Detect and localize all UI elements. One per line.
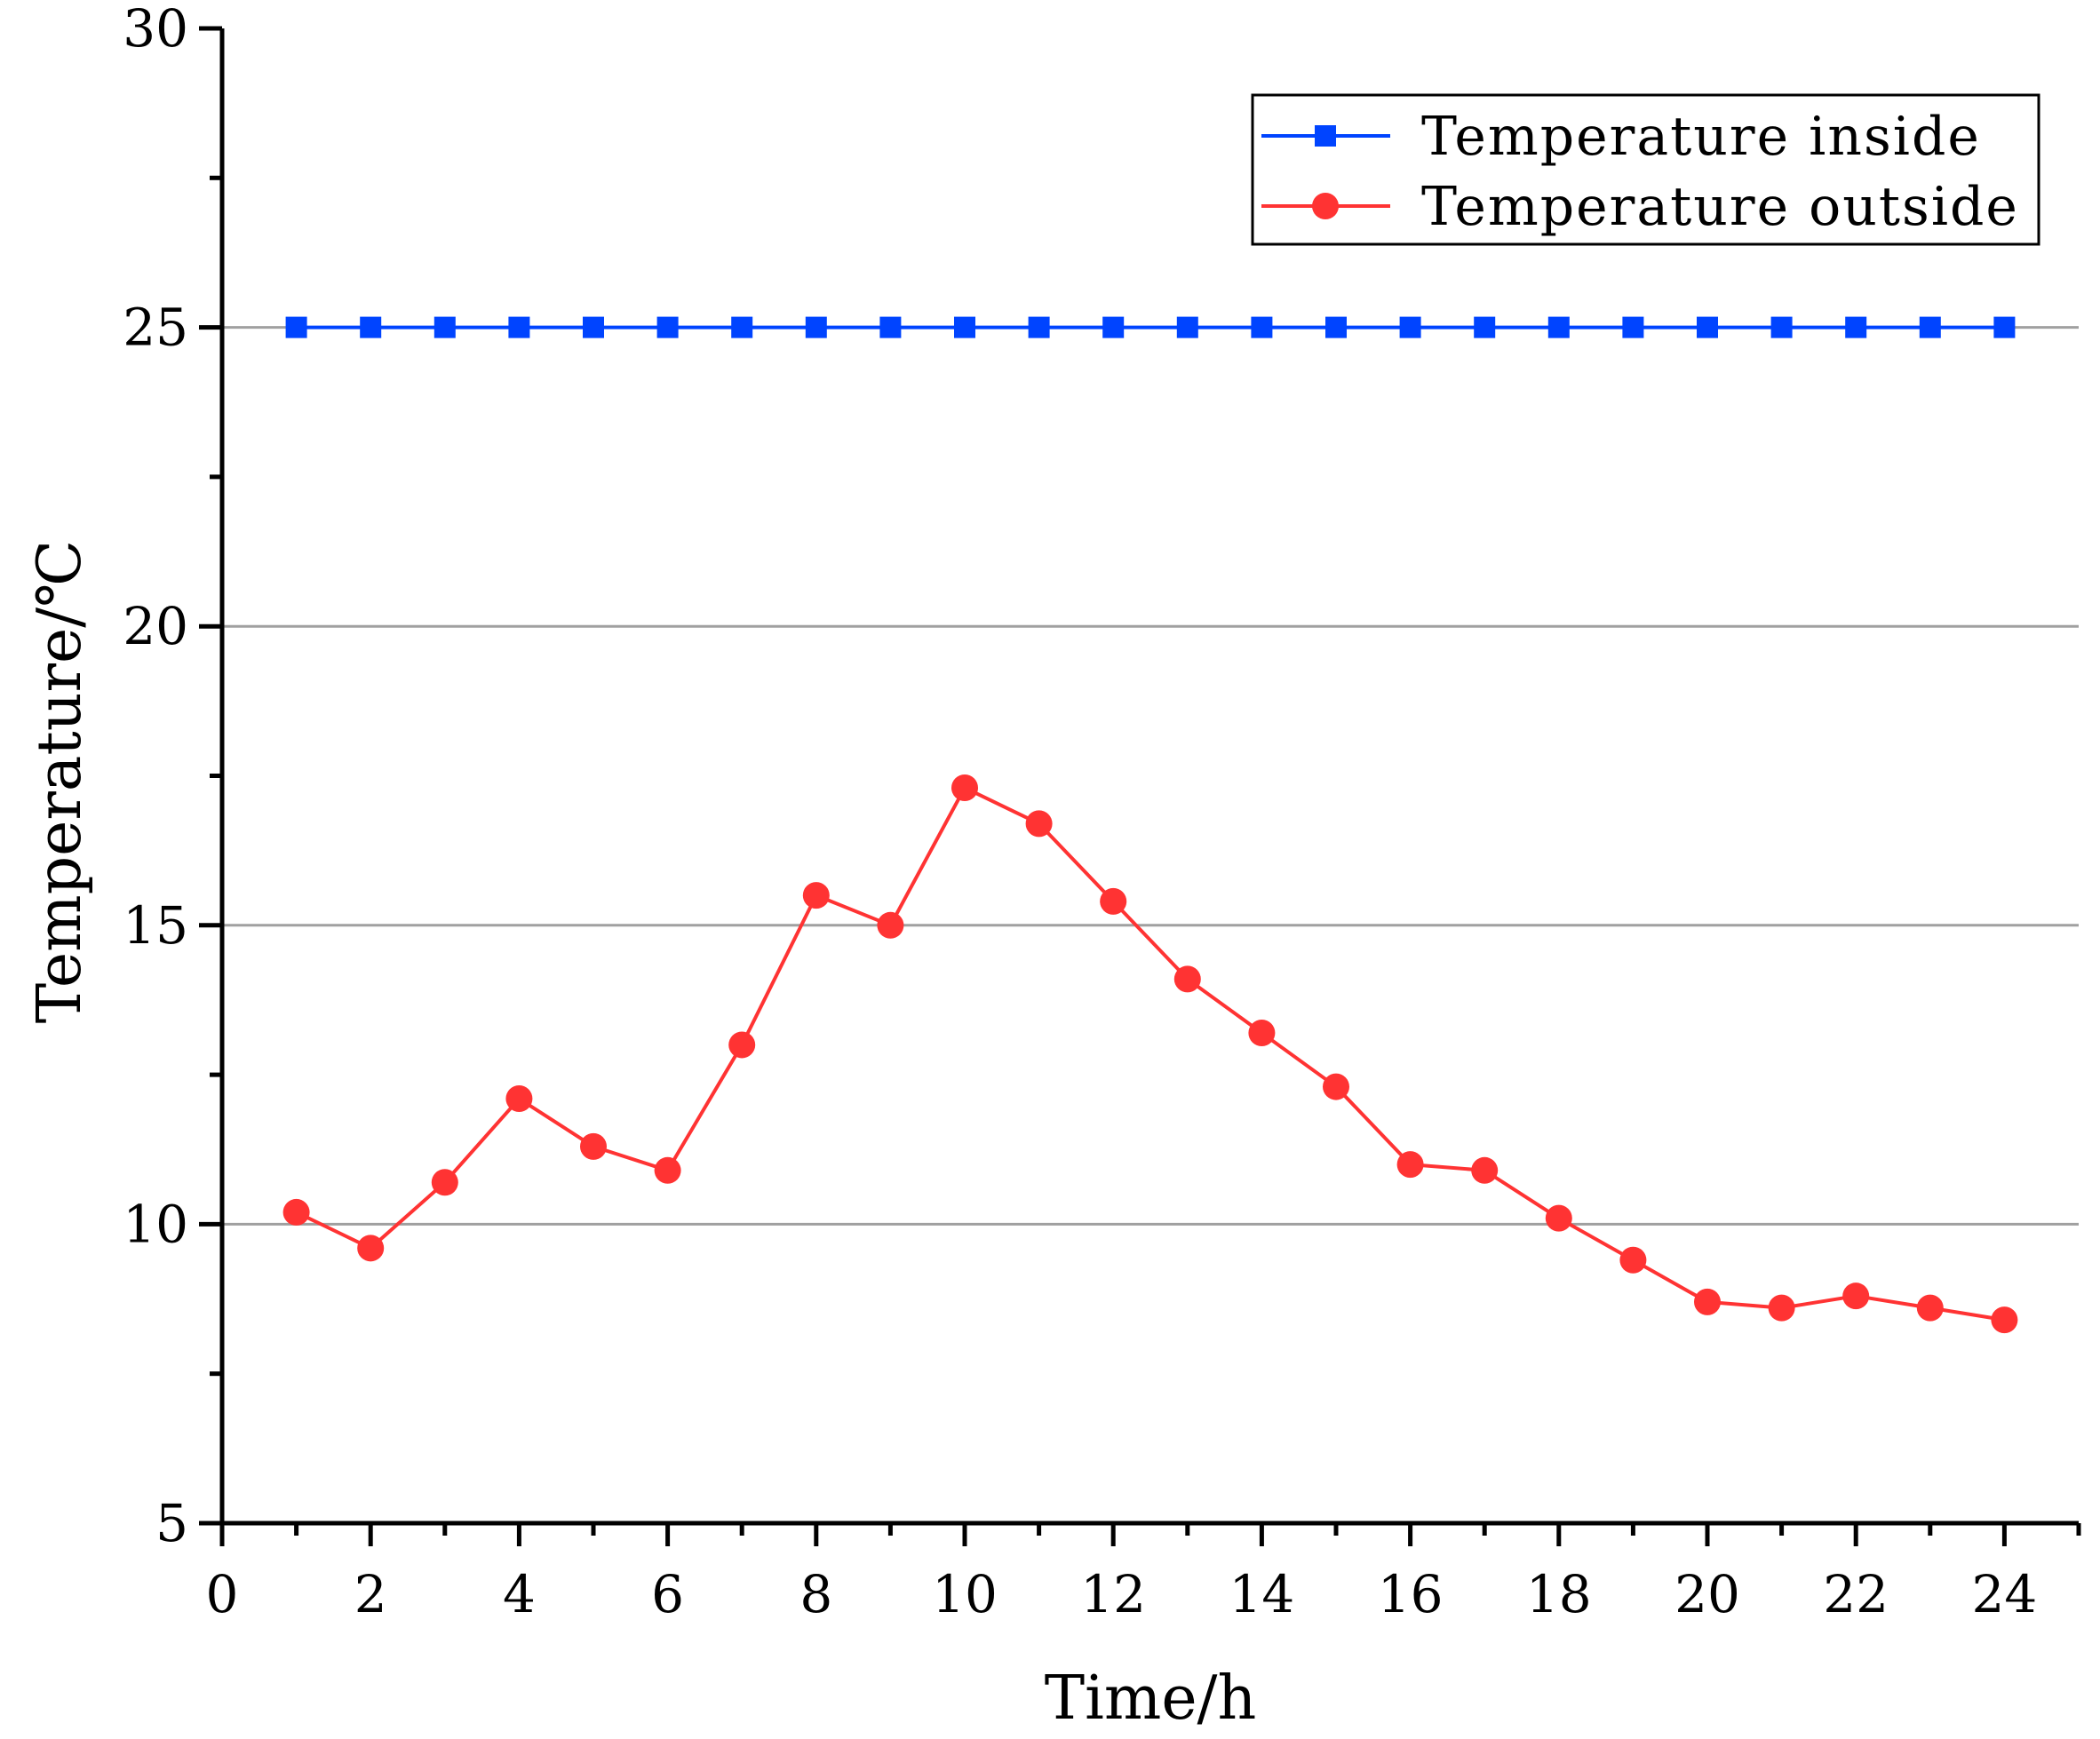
data-point-outside (1619, 1246, 1647, 1274)
data-point-inside (1102, 316, 1125, 338)
data-point-outside (1248, 1019, 1276, 1046)
x-axis-title: Time/h (1045, 1664, 1257, 1734)
x-tick-label: 16 (1378, 1564, 1444, 1624)
y-tick-label: 15 (123, 895, 188, 956)
data-point-inside (731, 316, 753, 338)
legend: Temperature inside Temperature outside (1251, 93, 2040, 246)
data-point-inside (805, 316, 827, 338)
y-axis-title: Temperature/℃ (25, 540, 95, 1023)
data-point-inside (1770, 316, 1793, 338)
data-point-outside (431, 1169, 458, 1196)
data-point-outside (1471, 1156, 1499, 1184)
data-point-inside (1845, 316, 1867, 338)
y-tick-label: 20 (123, 596, 188, 656)
data-point-inside (1028, 316, 1050, 338)
y-tick-label: 30 (123, 0, 188, 59)
x-tick-label: 14 (1229, 1564, 1294, 1624)
data-point-outside (505, 1085, 533, 1113)
y-tick-label: 5 (155, 1493, 188, 1553)
data-point-outside (580, 1132, 607, 1160)
data-point-outside (728, 1031, 756, 1059)
x-tick-label: 6 (651, 1564, 684, 1624)
series-group (282, 316, 2018, 1334)
x-tick-label: 2 (354, 1564, 387, 1624)
data-point-inside (1399, 316, 1421, 338)
legend-box (1251, 93, 2040, 246)
data-point-outside (1991, 1306, 2018, 1334)
data-point-inside (1993, 316, 2016, 338)
data-point-outside (877, 911, 904, 939)
data-point-inside (1474, 316, 1496, 338)
data-point-inside (1622, 316, 1644, 338)
data-point-outside (1694, 1288, 1721, 1315)
y-tick-label: 10 (123, 1194, 188, 1254)
y-tick-label: 25 (123, 298, 188, 358)
data-point-outside (802, 882, 830, 909)
data-point-inside (360, 316, 382, 338)
data-point-outside (1100, 887, 1127, 915)
data-point-outside (1025, 810, 1053, 838)
data-point-outside (1545, 1204, 1572, 1232)
legend-label-inside: Temperature inside (1421, 106, 1981, 168)
x-tick-label: 4 (503, 1564, 536, 1624)
legend-label-outside: Temperature outside (1421, 176, 2019, 238)
data-point-outside (1916, 1294, 1944, 1322)
data-point-outside (1842, 1282, 1870, 1310)
data-point-inside (1547, 316, 1570, 338)
legend-marker-inside (1315, 125, 1336, 147)
x-tick-label: 20 (1674, 1564, 1740, 1624)
data-point-outside (654, 1156, 681, 1184)
legend-entry-inside: Temperature inside (1261, 106, 1981, 168)
legend-marker-outside (1312, 193, 1339, 219)
data-point-inside (1325, 316, 1347, 338)
data-point-inside (434, 316, 456, 338)
data-point-inside (656, 316, 679, 338)
ticks (199, 26, 2081, 1546)
data-point-inside (1697, 316, 1718, 338)
x-tick-label: 18 (1526, 1564, 1592, 1624)
x-tick-label: 12 (1080, 1564, 1146, 1624)
x-tick-label: 22 (1823, 1564, 1889, 1624)
data-point-inside (508, 316, 530, 338)
data-point-inside (1919, 316, 1941, 338)
data-point-inside (954, 316, 975, 338)
x-tick-label: 10 (932, 1564, 998, 1624)
data-point-outside (282, 1198, 310, 1226)
legend-entry-outside: Temperature outside (1261, 176, 2019, 238)
data-point-inside (1251, 316, 1273, 338)
x-tick-label: 24 (1971, 1564, 2037, 1624)
x-tick-label: 0 (206, 1564, 239, 1624)
data-point-outside (1173, 965, 1201, 993)
data-point-outside (1323, 1073, 1349, 1100)
data-point-outside (1768, 1294, 1795, 1322)
data-point-inside (285, 316, 307, 338)
data-point-inside (879, 316, 902, 338)
data-point-outside (1396, 1151, 1424, 1179)
data-point-inside (1176, 316, 1198, 338)
x-tick-label: 8 (799, 1564, 832, 1624)
data-point-outside (357, 1235, 385, 1262)
data-point-outside (951, 774, 978, 801)
data-point-inside (583, 316, 604, 338)
